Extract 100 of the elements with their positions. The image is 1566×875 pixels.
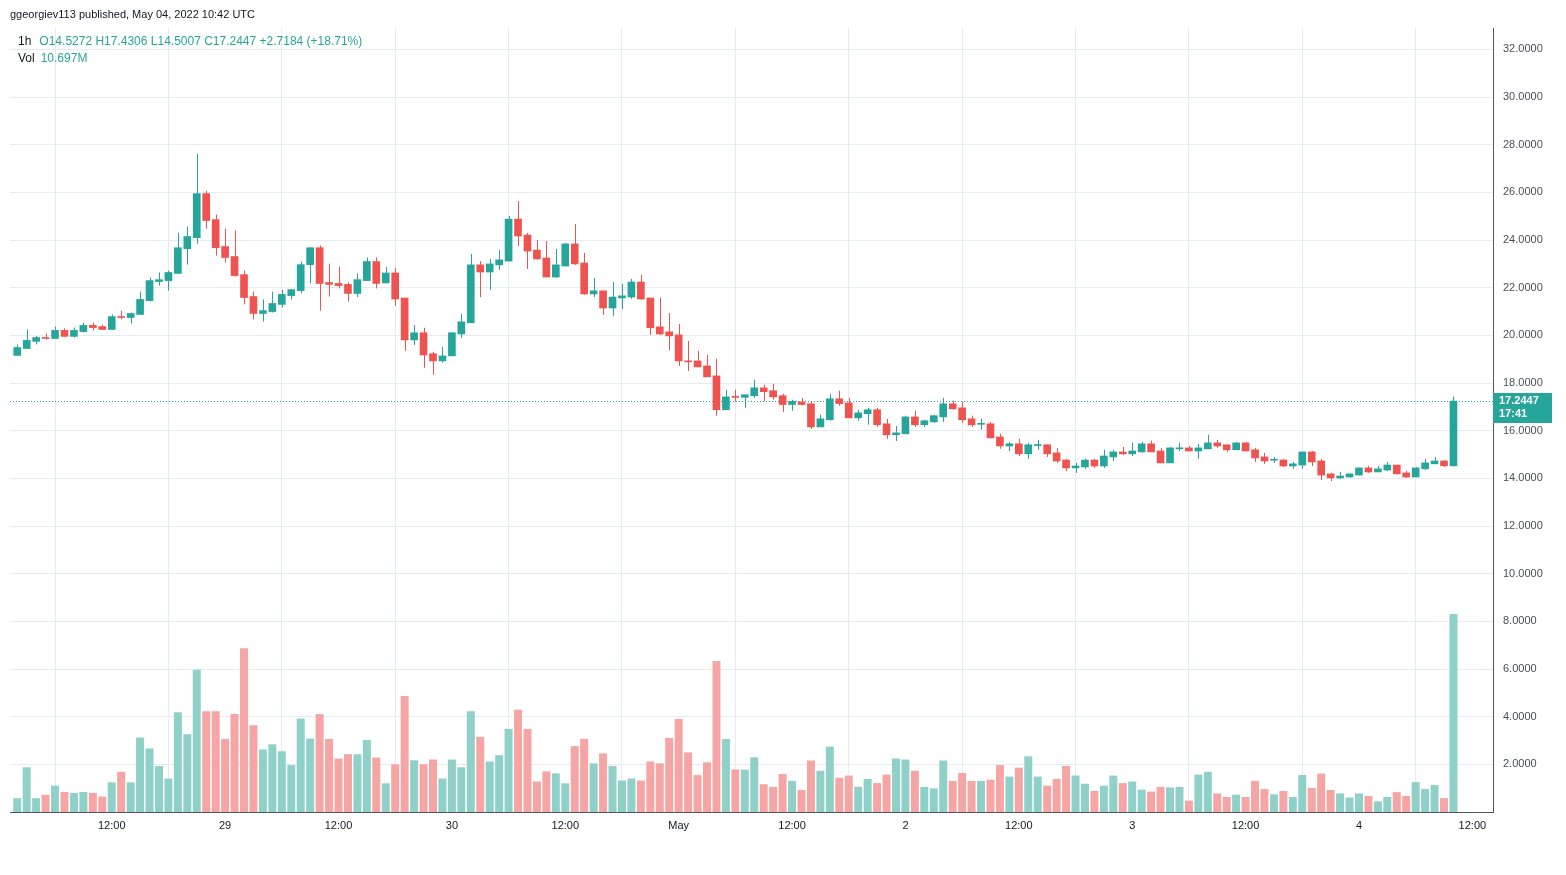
candlestick bbox=[778, 393, 787, 413]
y-tick-label: 26.0000 bbox=[1503, 185, 1543, 198]
candlestick bbox=[164, 270, 173, 292]
bar bbox=[1336, 793, 1345, 812]
bar bbox=[476, 736, 485, 812]
x-tick-label: 12:00 bbox=[97, 818, 126, 831]
candlestick bbox=[363, 256, 371, 282]
x-tick-label: May bbox=[668, 818, 690, 831]
bar bbox=[1430, 785, 1439, 812]
bar bbox=[1440, 798, 1449, 812]
candlestick bbox=[344, 282, 352, 303]
bar bbox=[599, 753, 608, 812]
y-tick-label: 14.0000 bbox=[1503, 471, 1543, 484]
candlestick bbox=[533, 239, 541, 261]
bar bbox=[1213, 793, 1222, 812]
bar bbox=[60, 792, 69, 812]
candlestick bbox=[240, 270, 248, 305]
bar bbox=[400, 695, 409, 812]
bar bbox=[967, 780, 976, 812]
bar bbox=[1024, 756, 1033, 812]
bar bbox=[977, 780, 986, 812]
y-tick-label: 8.0000 bbox=[1503, 614, 1537, 627]
candlestick bbox=[476, 260, 485, 298]
candlestick bbox=[353, 272, 362, 298]
y-tick-label: 2.0000 bbox=[1503, 757, 1537, 770]
bar bbox=[1014, 767, 1023, 812]
candlestick bbox=[457, 313, 466, 339]
x-tick-label: 4 bbox=[1355, 818, 1363, 831]
x-tick-label: 12:00 bbox=[1458, 818, 1487, 831]
bar bbox=[51, 785, 60, 812]
bar bbox=[381, 783, 390, 812]
candlestick bbox=[429, 351, 437, 376]
bar bbox=[41, 794, 50, 812]
candlestick bbox=[145, 277, 154, 303]
y-tick-label: 32.0000 bbox=[1503, 42, 1543, 55]
bar bbox=[391, 764, 400, 812]
bar bbox=[986, 779, 995, 812]
bar bbox=[1269, 794, 1278, 812]
bar bbox=[854, 786, 863, 812]
bar bbox=[882, 774, 891, 812]
bar bbox=[1147, 791, 1156, 812]
candlestick bbox=[419, 327, 428, 369]
bar bbox=[202, 711, 211, 812]
y-tick-label: 28.0000 bbox=[1503, 137, 1543, 150]
y-tick-label: 30.0000 bbox=[1503, 90, 1543, 103]
bar bbox=[13, 798, 22, 812]
candlestick bbox=[807, 401, 815, 430]
bar bbox=[1033, 776, 1042, 812]
ref-line-label: 17.2447 17:41 bbox=[1499, 394, 1539, 420]
bar bbox=[410, 760, 419, 812]
bar bbox=[1222, 796, 1231, 812]
bar bbox=[1203, 771, 1212, 812]
candlestick bbox=[826, 393, 834, 422]
bar bbox=[1194, 774, 1203, 812]
candlestick bbox=[230, 230, 239, 278]
x-tick-label: 12:00 bbox=[1231, 818, 1260, 831]
candlestick bbox=[259, 298, 267, 323]
candlestick bbox=[873, 407, 881, 428]
bar bbox=[117, 771, 126, 812]
candlestick bbox=[325, 263, 333, 298]
candlestick bbox=[334, 266, 343, 289]
bar bbox=[835, 777, 844, 812]
bar bbox=[778, 773, 787, 812]
x-tick-label: 3 bbox=[1129, 818, 1136, 831]
bar bbox=[504, 728, 513, 812]
candlestick bbox=[514, 200, 522, 247]
bar bbox=[438, 778, 447, 812]
y-tick-label: 4.0000 bbox=[1503, 709, 1537, 722]
bar bbox=[1005, 776, 1014, 812]
text: O14.5272 H17.4306 L14.5007 C17.2447 +2.7184 (+18.71%) bbox=[39, 34, 363, 48]
bar bbox=[192, 669, 201, 812]
candlestick bbox=[268, 291, 277, 314]
bar bbox=[1279, 791, 1288, 812]
bar bbox=[844, 775, 853, 812]
x-tick-label: 2 bbox=[902, 818, 909, 831]
bar bbox=[1156, 786, 1165, 812]
text: ggeorgiev113 published, May 04, 2022 10:42 UTC bbox=[10, 7, 256, 21]
text: 1h bbox=[18, 34, 32, 48]
x-tick-label: 12:00 bbox=[551, 818, 580, 831]
bar bbox=[1043, 785, 1052, 812]
bar bbox=[466, 711, 475, 812]
candlestick bbox=[136, 291, 144, 316]
y-tick-label: 16.0000 bbox=[1503, 423, 1543, 436]
y-tick-label: 20.0000 bbox=[1503, 328, 1543, 341]
candlestick bbox=[599, 290, 607, 316]
bar bbox=[816, 770, 825, 812]
candlestick bbox=[249, 291, 258, 320]
y-tick-label: 18.0000 bbox=[1503, 376, 1543, 389]
bar bbox=[920, 786, 929, 812]
annotation: Vol bbox=[18, 51, 35, 65]
bar bbox=[372, 757, 381, 812]
bar bbox=[1118, 783, 1127, 812]
candlestick bbox=[410, 324, 418, 346]
y-tick-label: 12.0000 bbox=[1503, 519, 1543, 532]
y-tick-label: 10.0000 bbox=[1503, 566, 1543, 579]
bar bbox=[1232, 794, 1241, 812]
bar bbox=[788, 780, 797, 812]
bar bbox=[1364, 795, 1373, 812]
bar bbox=[721, 738, 730, 812]
bar bbox=[1449, 614, 1458, 812]
